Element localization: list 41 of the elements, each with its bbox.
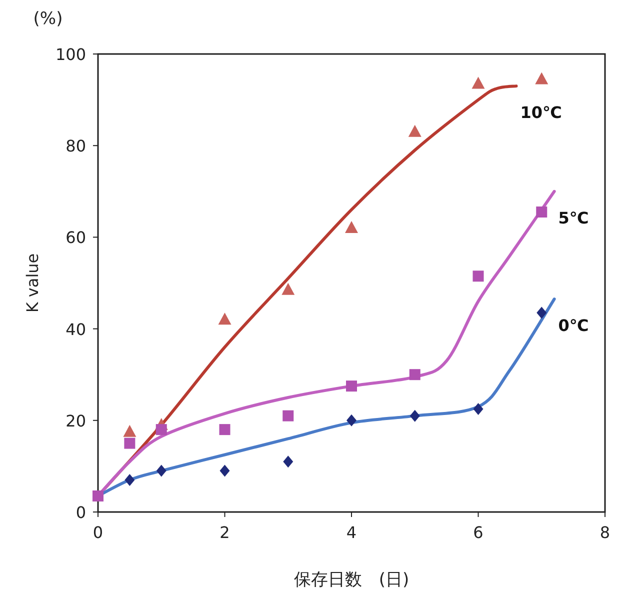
point (345, 221, 358, 234)
x-tick-label: 4 (346, 523, 357, 542)
point (283, 456, 294, 468)
point (220, 464, 230, 477)
series-label: 5℃ (558, 208, 589, 228)
point (282, 410, 294, 422)
point (124, 438, 136, 449)
point (346, 414, 356, 426)
y-tick-label: 40 (66, 320, 86, 339)
x-tick-label: 6 (473, 523, 484, 542)
point (472, 76, 485, 89)
y-tick-label: 0 (76, 503, 86, 522)
point (410, 410, 420, 422)
y-tick-label: 20 (66, 411, 86, 430)
point (472, 270, 484, 282)
point (346, 380, 357, 392)
point (156, 424, 167, 436)
point (536, 306, 547, 319)
point (92, 490, 104, 502)
point (535, 72, 548, 84)
y-tick-label: 80 (66, 136, 86, 156)
point (282, 282, 295, 295)
x-tick-label: 8 (600, 523, 610, 542)
x-tick-label: 0 (92, 523, 104, 542)
series-label: 0℃ (558, 316, 589, 336)
point (473, 402, 484, 415)
point (123, 424, 136, 437)
point (409, 369, 420, 380)
point (218, 312, 232, 325)
point (124, 474, 135, 486)
x-axis-title: 保存日数 (日) (294, 570, 410, 590)
series-label: 10℃ (520, 103, 562, 122)
point (156, 464, 166, 477)
y-tick-label: 60 (66, 228, 86, 248)
point (219, 424, 230, 436)
x-tick-label: 2 (220, 523, 230, 542)
text: (%) (33, 9, 63, 29)
point (536, 206, 548, 218)
y-tick-label: 100 (55, 45, 86, 64)
y-axis-title: K value (23, 253, 42, 313)
point (408, 124, 422, 137)
